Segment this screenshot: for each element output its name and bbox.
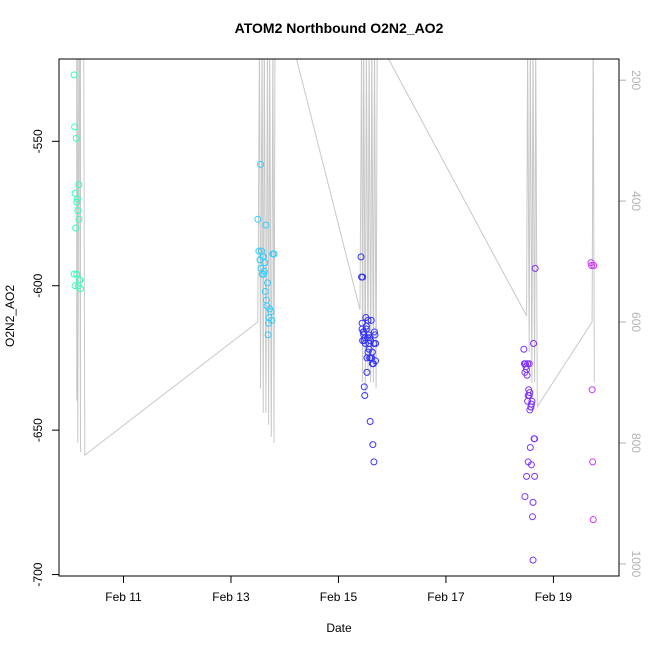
data-point — [360, 383, 368, 391]
y-tick-label: -600 — [31, 273, 45, 297]
data-point — [71, 189, 79, 197]
data-point — [265, 314, 273, 321]
data-point — [531, 472, 539, 480]
data-point — [370, 339, 378, 347]
data-point — [254, 215, 262, 223]
secondary-tick-label: 1000 — [629, 551, 643, 578]
data-point — [529, 498, 537, 506]
data-point — [370, 328, 378, 336]
data-point — [520, 345, 528, 353]
data-point — [75, 181, 83, 189]
data-point — [257, 160, 265, 168]
x-tick-label: Feb 13 — [212, 590, 250, 604]
data-point — [366, 354, 374, 362]
data-point — [589, 458, 597, 466]
data-points — [70, 71, 598, 564]
data-point — [371, 331, 379, 339]
data-point — [366, 417, 374, 425]
data-point — [259, 253, 267, 261]
data-point — [73, 270, 81, 278]
data-point — [71, 123, 79, 131]
data-point — [357, 253, 365, 261]
data-point — [369, 441, 377, 449]
pressure-line — [76, 59, 595, 457]
data-point — [525, 391, 533, 399]
secondary-tick-label: 200 — [629, 70, 643, 90]
data-point — [72, 224, 80, 232]
data-point — [260, 270, 268, 278]
data-point — [74, 207, 82, 215]
data-point — [590, 262, 598, 270]
data-point — [365, 345, 373, 353]
data-point — [523, 472, 531, 480]
data-point — [361, 391, 369, 399]
data-point — [589, 516, 597, 524]
data-point — [531, 264, 539, 272]
data-point — [264, 279, 272, 287]
data-point — [76, 285, 84, 293]
x-tick-label: Feb 11 — [105, 590, 142, 604]
y-tick-label: -650 — [31, 418, 45, 442]
chart-title: ATOM2 Northbound O2N2_AO2 — [235, 20, 444, 36]
data-point — [527, 403, 535, 411]
x-tick-label: Feb 15 — [320, 590, 358, 604]
data-point — [270, 250, 278, 258]
data-point — [75, 215, 83, 223]
data-point — [360, 337, 368, 345]
data-point — [263, 302, 271, 310]
secondary-tick-label: 800 — [629, 433, 643, 453]
data-point — [588, 262, 596, 270]
data-point — [262, 221, 270, 229]
data-point — [261, 288, 269, 296]
secondary-tick-label: 400 — [629, 191, 643, 211]
data-point — [531, 435, 539, 443]
data-point — [363, 354, 371, 362]
data-point — [72, 134, 80, 142]
x-tick-label: Feb 19 — [535, 590, 573, 604]
data-point — [527, 461, 535, 469]
data-point — [71, 282, 79, 290]
data-point — [358, 325, 366, 333]
x-tick-label: Feb 17 — [427, 590, 465, 604]
data-point — [526, 443, 534, 451]
data-point — [588, 386, 596, 394]
data-point — [70, 270, 78, 278]
y-axis-label: O2N2_AO2 — [3, 285, 17, 347]
data-point — [367, 316, 375, 324]
data-point — [370, 458, 378, 466]
data-point — [261, 259, 269, 267]
data-point — [75, 276, 83, 284]
data-point — [363, 368, 371, 376]
data-point — [260, 267, 268, 275]
data-point — [73, 198, 81, 206]
y-tick-label: -700 — [31, 562, 45, 586]
data-point — [528, 513, 536, 521]
data-point — [530, 339, 538, 347]
data-point — [372, 357, 380, 365]
data-point — [255, 247, 263, 255]
data-point — [521, 493, 529, 501]
secondary-tick-label: 600 — [629, 312, 643, 332]
data-point — [264, 331, 272, 339]
data-point — [527, 400, 535, 408]
data-point — [529, 556, 537, 564]
y-tick-label: -550 — [31, 129, 45, 153]
pressure-lines — [76, 59, 595, 457]
data-point — [70, 71, 78, 79]
plot-frame — [58, 58, 620, 577]
x-axis-label: Date — [326, 621, 352, 635]
data-point — [524, 360, 532, 368]
data-point — [359, 273, 367, 281]
data-point — [73, 195, 81, 203]
